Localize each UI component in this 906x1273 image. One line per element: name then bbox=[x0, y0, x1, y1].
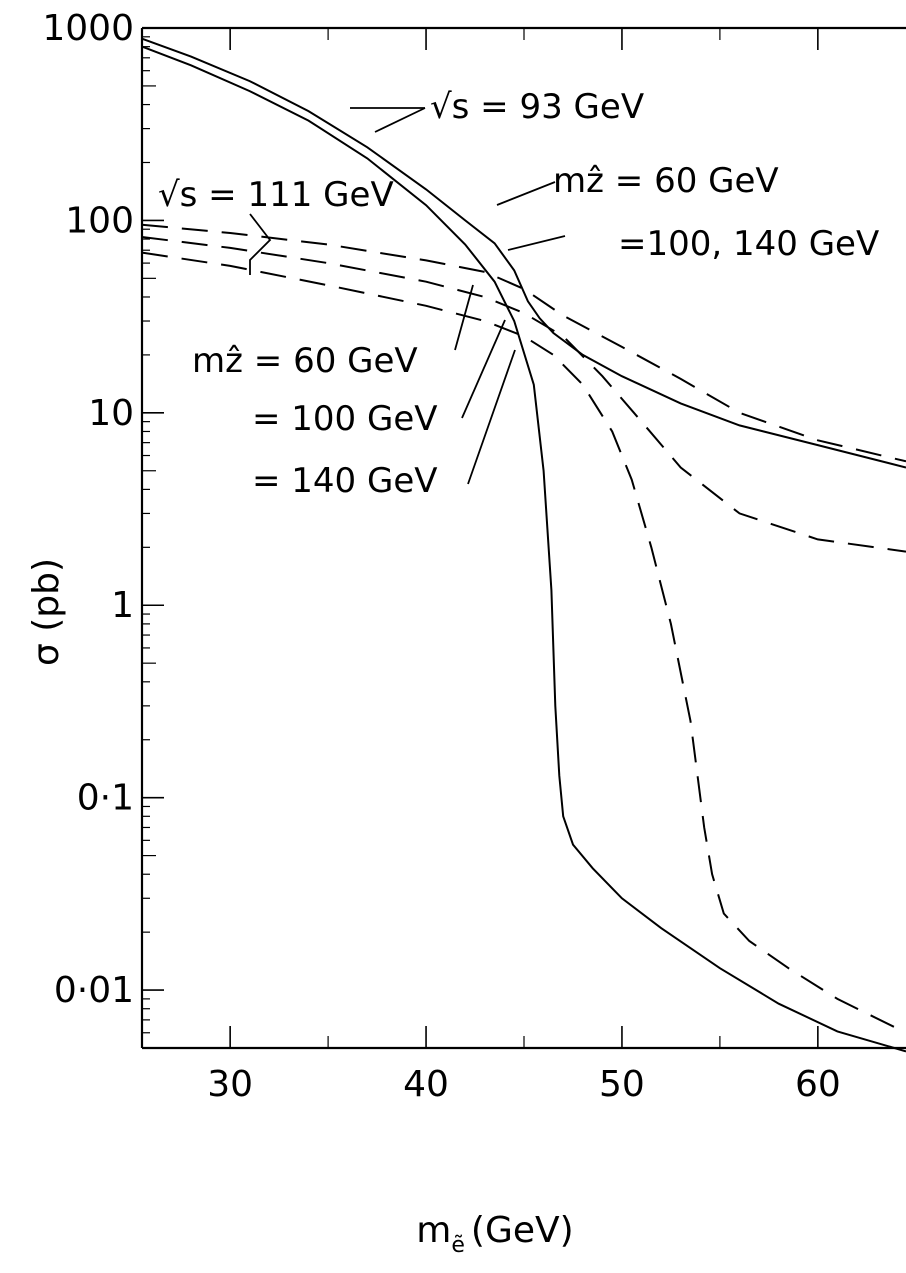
series-2-line bbox=[141, 37, 906, 469]
y-tick-label: 0·1 bbox=[77, 778, 134, 819]
y-axis-label: σ (pb) bbox=[26, 558, 67, 666]
x-axis-label-m: m bbox=[416, 1210, 451, 1251]
y-tick-label: 10 bbox=[88, 393, 134, 434]
x-axis-label-sub: ẽ bbox=[451, 1233, 465, 1258]
annotation-leader-4 bbox=[507, 235, 566, 251]
annotation-leader-5 bbox=[249, 213, 272, 275]
annotation-sqrt-s-111: √s = 111 GeV bbox=[158, 175, 394, 215]
annotation-leaders bbox=[249, 107, 566, 485]
annotation-leader-2 bbox=[374, 107, 426, 133]
series-4-line bbox=[141, 236, 906, 553]
x-axis-label: mẽ (GeV) bbox=[416, 1210, 573, 1258]
series-5-line bbox=[141, 251, 906, 1034]
y-tick-label: 100 bbox=[65, 200, 134, 241]
x-axis-label-unit: (GeV) bbox=[471, 1210, 574, 1251]
x-tick-label: 60 bbox=[795, 1064, 841, 1105]
annotation-leader-3 bbox=[496, 181, 556, 206]
series-1-line bbox=[141, 45, 906, 1053]
y-tick-label: 1 bbox=[111, 585, 134, 626]
tick-labels: 30 40 50 60 1000 100 10 1 0·1 0·01 bbox=[42, 8, 840, 1105]
x-tick-label: 40 bbox=[403, 1064, 449, 1105]
annotation-mz-100-140-upper: =100, 140 GeV bbox=[618, 224, 879, 264]
annotation-mz-100-lower: = 100 GeV bbox=[252, 399, 438, 439]
ticks bbox=[142, 27, 819, 1049]
x-tick-label: 50 bbox=[599, 1064, 645, 1105]
series-3-line bbox=[141, 223, 906, 463]
annotation-mz-60-upper: mẑ = 60 GeV bbox=[553, 161, 779, 201]
x-tick-label: 30 bbox=[207, 1064, 253, 1105]
annotation-leader-7 bbox=[461, 319, 506, 419]
curves bbox=[141, 37, 906, 1053]
annotation-mz-60-lower: mẑ = 60 GeV bbox=[192, 341, 418, 381]
annotation-leader-8 bbox=[467, 349, 516, 485]
annotation-mz-140-lower: = 140 GeV bbox=[252, 461, 438, 501]
annotation-leader-6 bbox=[454, 284, 474, 351]
y-tick-label: 0·01 bbox=[54, 970, 134, 1011]
annotation-sqrt-s-93: √s = 93 GeV bbox=[430, 87, 644, 127]
y-tick-label: 1000 bbox=[42, 8, 134, 49]
